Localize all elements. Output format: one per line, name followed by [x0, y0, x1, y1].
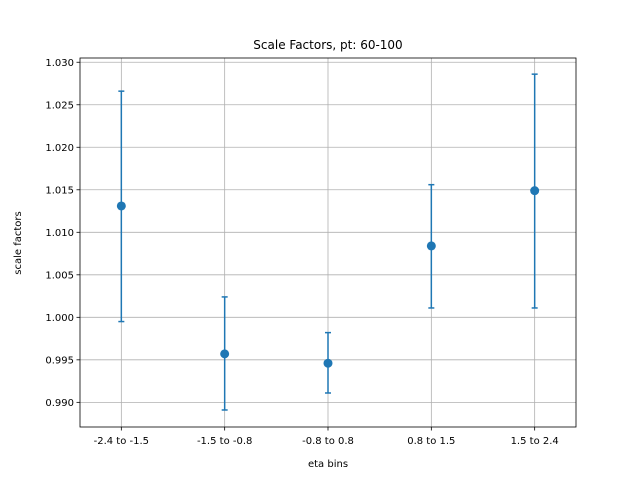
data-point	[530, 186, 540, 196]
data-series	[116, 73, 540, 411]
y-tick-label: 1.000	[45, 313, 74, 324]
y-tick-label: 1.025	[45, 100, 74, 111]
x-tick-label: -0.8 to 0.8	[302, 436, 354, 447]
y-tick-label: 1.030	[45, 58, 74, 69]
y-tick-label: 1.010	[45, 228, 74, 239]
chart-title: Scale Factors, pt: 60-100	[253, 38, 402, 52]
y-tick-label: 1.005	[45, 270, 74, 281]
data-point	[426, 241, 436, 251]
x-tick-label: 1.5 to 2.4	[511, 436, 559, 447]
y-tick-label: 0.995	[45, 355, 74, 366]
y-tick-label: 1.020	[45, 143, 74, 154]
data-point	[220, 349, 230, 359]
y-tick-label: 0.990	[45, 398, 74, 409]
x-tick-label: -1.5 to -0.8	[197, 436, 252, 447]
data-point	[116, 201, 126, 211]
axis-ticks: 0.990 0.995 1.000 1.005 1.010 1.015 1.020 1.025…	[45, 58, 558, 447]
y-tick-label: 1.015	[45, 185, 74, 196]
x-tick-label: 0.8 to 1.5	[407, 436, 455, 447]
plot-frame	[79, 57, 577, 428]
data-point	[323, 358, 333, 368]
x-axis-label: eta bins	[308, 459, 348, 470]
x-tick-label: -2.4 to -1.5	[94, 436, 149, 447]
y-axis-label: scale factors	[13, 211, 24, 274]
